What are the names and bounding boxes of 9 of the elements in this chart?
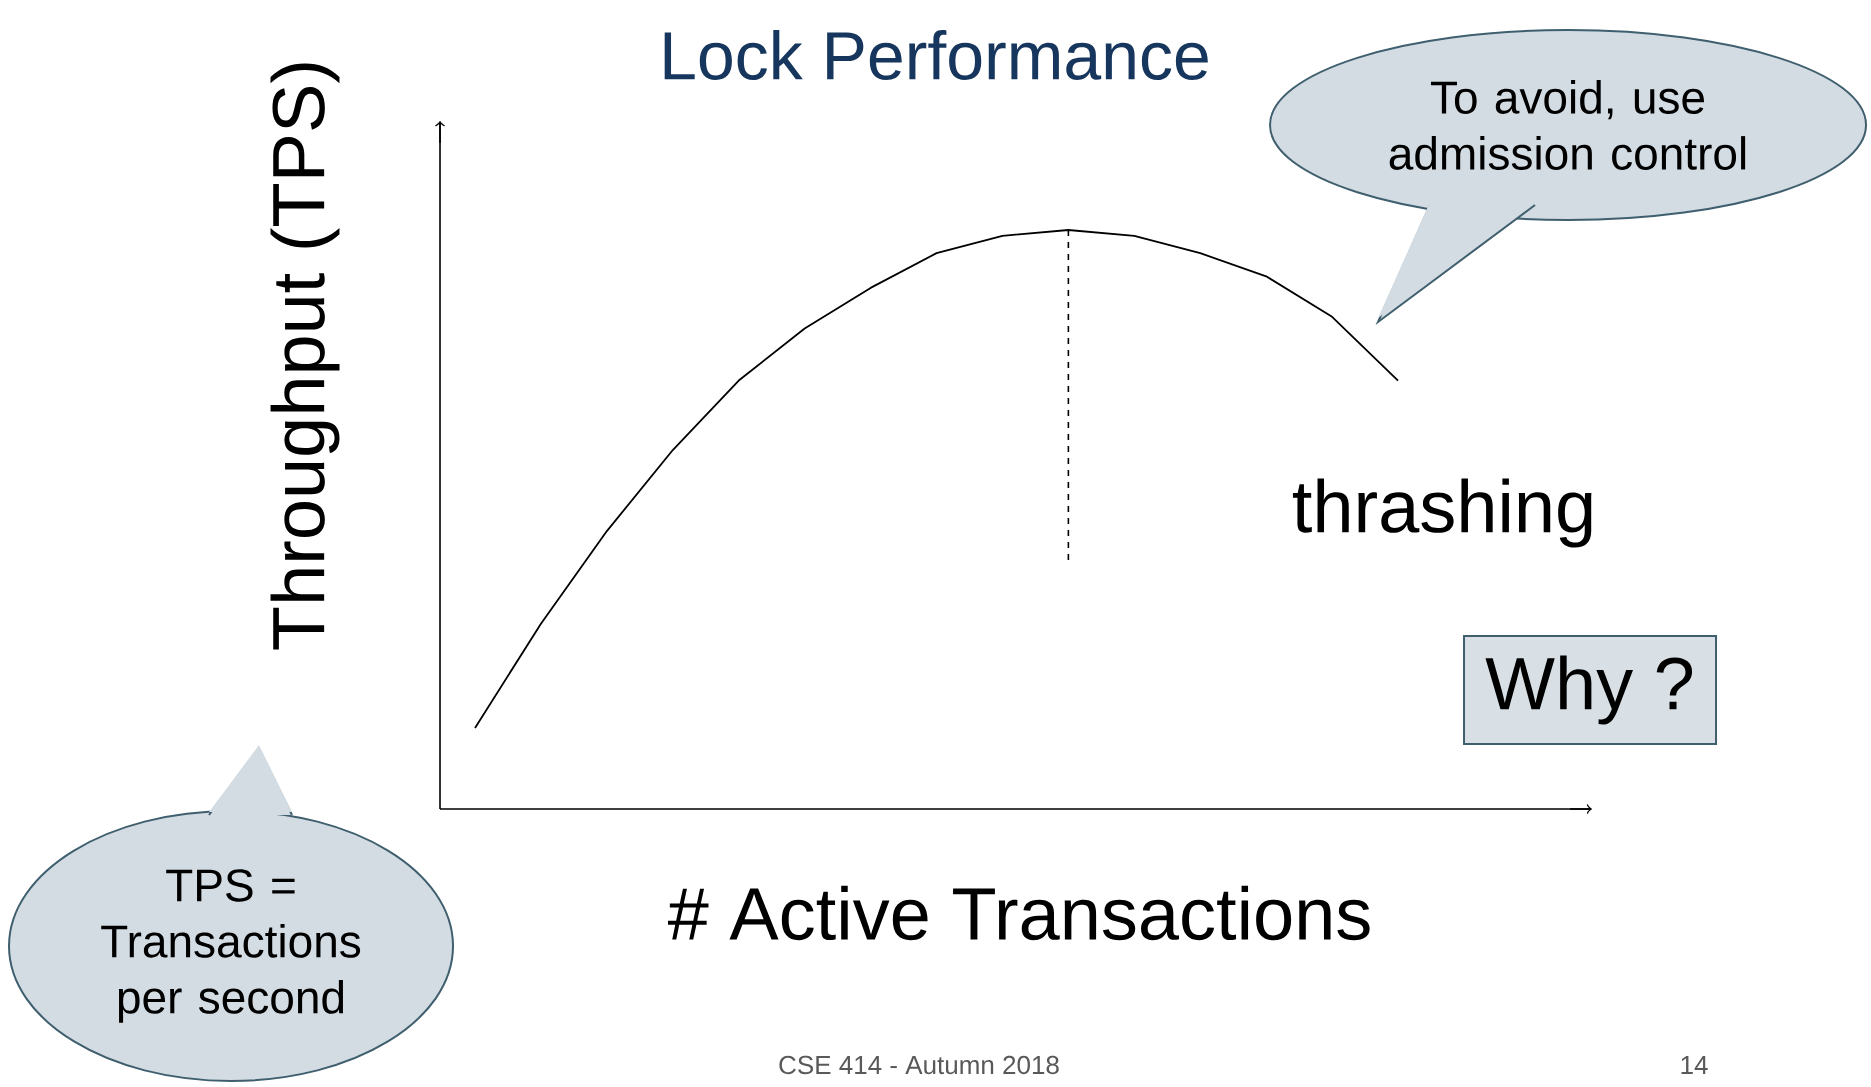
annotation: thrashing: [1292, 478, 1592, 548]
text: 14: [1681, 1056, 1708, 1074]
text: CSE 414 - Autumn 2018: [779, 1055, 1059, 1075]
text: TPS = Transactions per second: [101, 869, 361, 1023]
text: To avoid, use admission control: [1389, 80, 1746, 170]
text: Why ?: [1485, 655, 1693, 725]
y-axis-title: Throughput (TPS): [270, 63, 340, 650]
x-axis-title: # Active Transactions: [668, 885, 1370, 941]
chart-title: Lock Performance: [664, 30, 1208, 80]
